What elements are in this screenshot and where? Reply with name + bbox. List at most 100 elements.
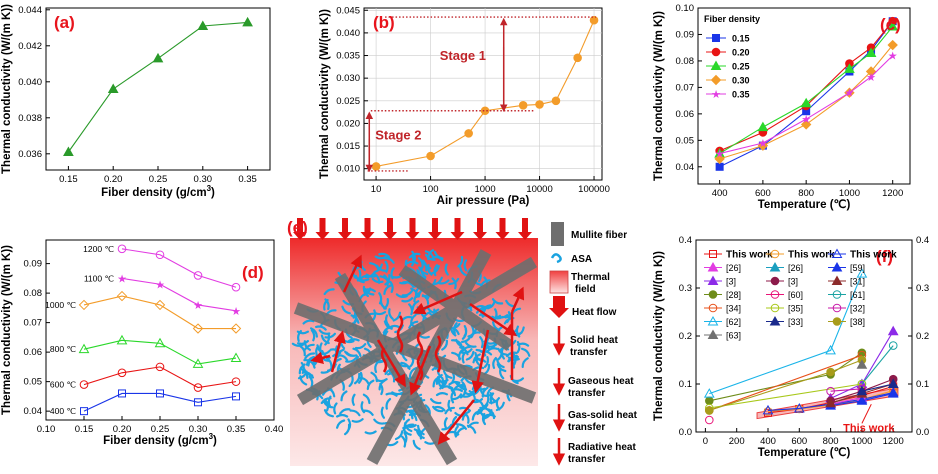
data-point <box>154 299 166 311</box>
legend-gs-2: transfer <box>568 422 605 433</box>
legend-entry: [63] <box>726 331 741 341</box>
x-axis-label: Temperature (℃) <box>758 446 851 459</box>
legend-radiative: Radiative heat transfer <box>568 442 636 465</box>
legend-entry: [38] <box>850 317 865 327</box>
x-axis-label: Air pressure (Pa) <box>437 195 530 207</box>
data-point <box>715 162 724 171</box>
legend-gaseous: Gaseous heat transfer <box>568 376 634 399</box>
x-tick-label: 600 <box>791 436 807 447</box>
series-line <box>121 277 237 312</box>
x-tick-label: 800 <box>798 188 814 199</box>
legend-entry: 0.15 <box>732 34 750 44</box>
x-axis-label: Temperature (℃) <box>758 198 851 211</box>
data-point <box>856 395 868 405</box>
data-point <box>714 153 725 165</box>
legend-gas-2: transfer <box>568 388 605 399</box>
data-point <box>769 315 781 326</box>
legend-entry: [60] <box>788 290 803 300</box>
data-point <box>79 380 89 389</box>
data-point <box>887 21 899 31</box>
panel-label-e: (e) <box>287 218 308 237</box>
data-point <box>832 303 842 313</box>
data-point <box>197 20 209 30</box>
chart-a: 0.15 0.20 0.25 0.30 0.35 0.036 0.038 0.040 0.042… <box>1 4 271 199</box>
solid-arrow <box>376 339 406 388</box>
x-tick-label: 0.30 <box>189 424 208 435</box>
data-point <box>589 15 599 25</box>
legend-entry: [61] <box>850 290 865 300</box>
data-point <box>480 106 490 116</box>
legend-rad-1: Radiative heat <box>568 442 636 453</box>
y-axis-label: Thermal conductivity (W/(m K)) <box>653 251 665 421</box>
data-point <box>155 362 165 372</box>
stage2-label: Stage 2 <box>375 127 421 142</box>
data-point <box>230 352 242 363</box>
legend-entry: [62] <box>726 317 741 327</box>
y-tick-label: 0.06 <box>676 109 695 120</box>
y-tick-label: 0.025 <box>336 96 360 107</box>
legend-entry: [59] <box>850 263 865 273</box>
panel-label-a: (a) <box>54 13 75 32</box>
data-point: ★ <box>193 300 203 312</box>
data-point: ★ <box>888 51 898 63</box>
data-point <box>770 276 780 286</box>
data-point <box>826 386 835 396</box>
data-point <box>464 129 473 138</box>
series-line <box>861 345 894 385</box>
y-tick-label-right: 0.1 <box>916 379 929 390</box>
chart-f: 0 200 400 600 800 1000 1200 0.0 0.0 0.1 0.1 0.2 0.2 0… <box>653 235 929 459</box>
data-point <box>888 341 898 350</box>
data-point <box>155 250 165 260</box>
y-tick-label-right: 0.3 <box>916 283 929 294</box>
x-tick-label: 0.15 <box>59 174 78 185</box>
x-tick-label: 0.10 <box>37 424 56 435</box>
data-point <box>757 121 769 132</box>
data-point <box>78 343 90 354</box>
fiber <box>296 256 538 406</box>
data-point <box>826 367 835 377</box>
solid-arrow <box>437 399 475 445</box>
data-point: ★ <box>715 149 725 161</box>
y-tick-label: 0.05 <box>24 377 43 388</box>
legend-entry: [28] <box>726 290 741 300</box>
x-tick-label: 10000 <box>526 184 552 195</box>
y-tick-label: 0.044 <box>18 5 42 16</box>
y-tick-label: 0.05 <box>676 135 695 146</box>
x-axis-label: Fiber density (g/cm3) <box>103 432 217 447</box>
y-tick-label: 0.3 <box>679 283 692 294</box>
data-point <box>831 275 843 285</box>
data-point <box>116 334 128 345</box>
data-point <box>231 377 241 386</box>
data-point <box>707 275 719 285</box>
radiative-arrow <box>330 330 346 373</box>
data-point <box>705 406 714 415</box>
charts-layer: 0.15 0.20 0.25 0.30 0.350.0360.0380.0400.042… <box>1 3 929 459</box>
data-point <box>887 325 899 336</box>
fiber <box>398 265 514 351</box>
y-axis-label: Thermal conductivity (W/(m K)) <box>1 245 13 415</box>
data-point <box>769 261 781 272</box>
heat-flow-arrow <box>473 218 487 240</box>
y-tick-label: 0.4 <box>679 235 692 246</box>
x-tick-label: 0.20 <box>104 174 123 185</box>
data-point: ★ <box>117 273 127 285</box>
gaseous-arrow <box>434 335 442 373</box>
data-point <box>573 53 582 63</box>
x-tick-label: 100 <box>423 184 439 195</box>
legend-gs-1: Gas-solid heat <box>568 410 638 421</box>
series-label: 1000 ℃ <box>45 300 76 310</box>
panel-label-f: (f) <box>876 247 893 266</box>
data-point <box>707 329 719 339</box>
x-axis-label-main: Fiber density (g/cm <box>101 187 206 199</box>
legend-entry: 0.20 <box>732 48 750 58</box>
plot-frame <box>45 7 271 171</box>
data-point <box>232 392 240 401</box>
data-point <box>763 407 773 416</box>
series-line <box>83 392 237 412</box>
solid-arrow <box>409 345 432 396</box>
radiative-arrow <box>342 254 362 293</box>
legend-rad-2: transfer <box>568 454 605 465</box>
data-point <box>800 97 812 108</box>
y-tick-label: 0.035 <box>336 51 360 62</box>
y-tick-label: 0.04 <box>676 162 695 173</box>
